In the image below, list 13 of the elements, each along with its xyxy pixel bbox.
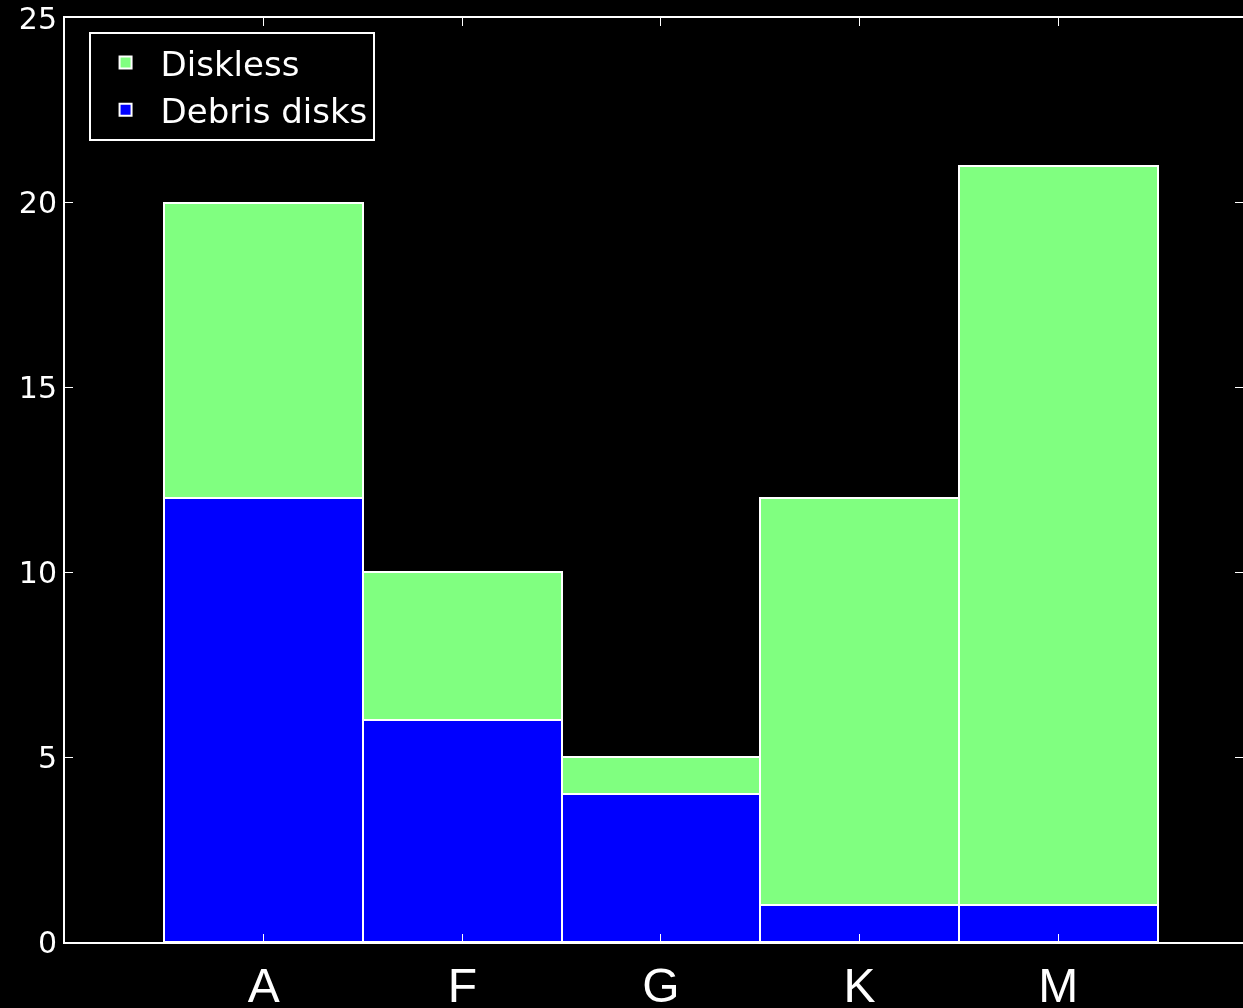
x-tick-label: A [247, 958, 280, 1008]
y-tick-label: 5 [37, 739, 57, 775]
x-tick-label: F [447, 958, 477, 1008]
y-tick-label: 0 [37, 924, 57, 960]
y-tick-label: 25 [18, 0, 57, 36]
x-tick-label: M [1038, 958, 1079, 1008]
legend-label: Diskless [160, 43, 300, 84]
y-tick-label: 20 [18, 185, 57, 221]
y-tick-label: 15 [18, 370, 57, 406]
legend-label: Debris disks [160, 90, 368, 131]
x-tick-label: K [843, 958, 876, 1008]
x-tick-label: G [642, 958, 680, 1008]
y-tick-label: 10 [18, 554, 57, 590]
